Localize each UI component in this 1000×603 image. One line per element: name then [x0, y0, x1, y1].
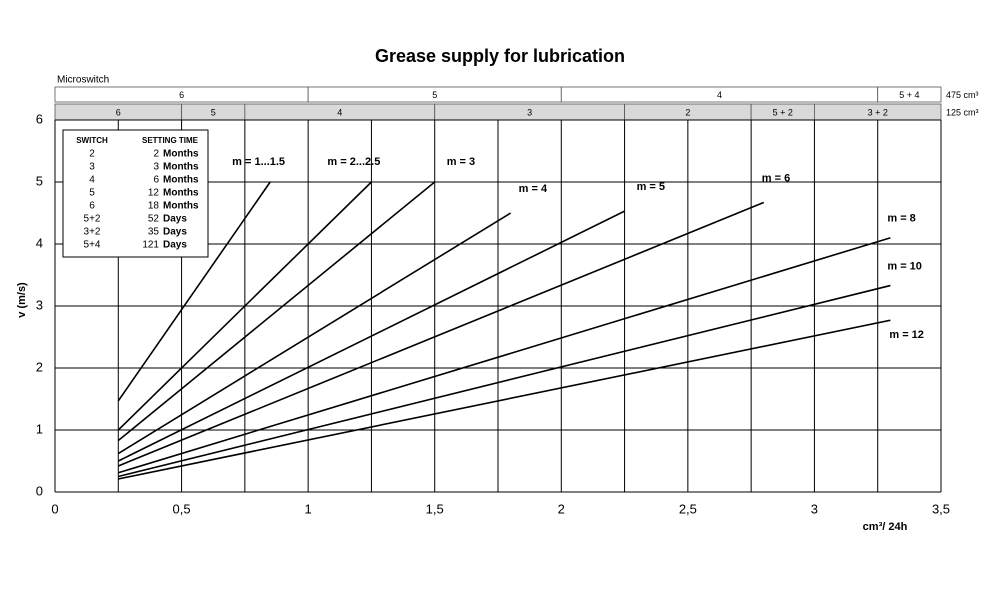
- band-label: 125 cm³: [946, 107, 979, 117]
- y-tick-label: 5: [36, 173, 43, 188]
- table-header: SETTING TIME: [142, 136, 199, 145]
- band-label: 475 cm³: [946, 90, 979, 100]
- x-axis-label: cm³/ 24h: [863, 521, 908, 533]
- series-line: [118, 319, 891, 480]
- table-cell: Months: [163, 175, 199, 186]
- series-label: m = 1...1.5: [232, 156, 285, 168]
- series-label: m = 5: [637, 181, 665, 193]
- table-cell: 5+2: [84, 214, 101, 225]
- table-cell: 6: [153, 175, 159, 186]
- table-cell: 3: [89, 162, 95, 173]
- table-cell: Days: [163, 214, 187, 225]
- table-cell: Days: [163, 240, 187, 251]
- x-tick-label: 0,5: [173, 501, 191, 516]
- band-segment-label: 5: [432, 90, 437, 100]
- series-line: [117, 181, 271, 402]
- x-tick-label: 3,5: [932, 501, 950, 516]
- table-cell: Months: [163, 188, 199, 199]
- table-cell: 2: [89, 149, 95, 160]
- table-cell: Months: [163, 149, 199, 160]
- series-line: [117, 181, 436, 442]
- table-cell: 5: [89, 188, 95, 199]
- x-tick-label: 2,5: [679, 501, 697, 516]
- table-box: [62, 129, 209, 258]
- x-tick-label: 1,5: [426, 501, 444, 516]
- band-segment: [877, 86, 942, 103]
- table-cell: Months: [163, 162, 199, 173]
- x-tick-label: 1: [305, 501, 312, 516]
- series-line: [117, 212, 512, 455]
- series-label: m = 3: [447, 156, 475, 168]
- band-segment-label: 5: [211, 107, 216, 117]
- series-line: [118, 237, 891, 474]
- table-cell: 3: [153, 162, 159, 173]
- band-segment-label: 4: [337, 107, 342, 117]
- table-cell: Days: [163, 227, 187, 238]
- band-segment-label: 4: [717, 90, 722, 100]
- table-cell: 52: [148, 214, 160, 225]
- band-segment-label: 6: [179, 90, 184, 100]
- band-title: Microswitch: [57, 75, 109, 86]
- table-cell: 2: [153, 149, 159, 160]
- table-header: SWITCH: [76, 136, 108, 145]
- series-line: [117, 210, 625, 462]
- series-line: [117, 181, 372, 431]
- y-tick-label: 4: [36, 235, 43, 250]
- table-cell: 4: [89, 175, 95, 186]
- table-cell: 35: [148, 227, 160, 238]
- x-tick-label: 0: [51, 501, 58, 516]
- series-label: m = 12: [889, 329, 924, 341]
- series-label: m = 6: [762, 172, 790, 184]
- series-label: m = 10: [887, 260, 922, 272]
- y-tick-label: 3: [36, 297, 43, 312]
- series-label: m = 2...2.5: [327, 156, 380, 168]
- band-segment-label: 2: [685, 107, 690, 117]
- series-line: [117, 201, 765, 467]
- series-line: [118, 284, 891, 478]
- chart-title: Grease supply for lubrication: [375, 46, 625, 66]
- table-cell: 12: [148, 188, 160, 199]
- series-label: m = 8: [887, 213, 915, 225]
- y-tick-label: 1: [36, 421, 43, 436]
- x-tick-label: 3: [811, 501, 818, 516]
- band-segment-label: 3: [527, 107, 532, 117]
- table-cell: 5+4: [84, 240, 101, 251]
- y-tick-label: 2: [36, 359, 43, 374]
- table-cell: 121: [142, 240, 159, 251]
- table-cell: 3+2: [84, 227, 101, 238]
- band-segment-label: 5 + 4: [899, 90, 919, 100]
- table-cell: 18: [148, 201, 160, 212]
- x-tick-label: 2: [558, 501, 565, 516]
- y-tick-label: 0: [36, 483, 43, 498]
- band-segment-label: 3 + 2: [868, 107, 888, 117]
- band-segment-label: 6: [116, 107, 121, 117]
- y-axis-label: v (m/s): [16, 282, 28, 318]
- series-label: m = 4: [519, 183, 548, 195]
- table-cell: 6: [89, 201, 95, 212]
- y-tick-label: 6: [36, 111, 43, 126]
- table-cell: Months: [163, 201, 199, 212]
- band-segment-label: 5 + 2: [773, 107, 793, 117]
